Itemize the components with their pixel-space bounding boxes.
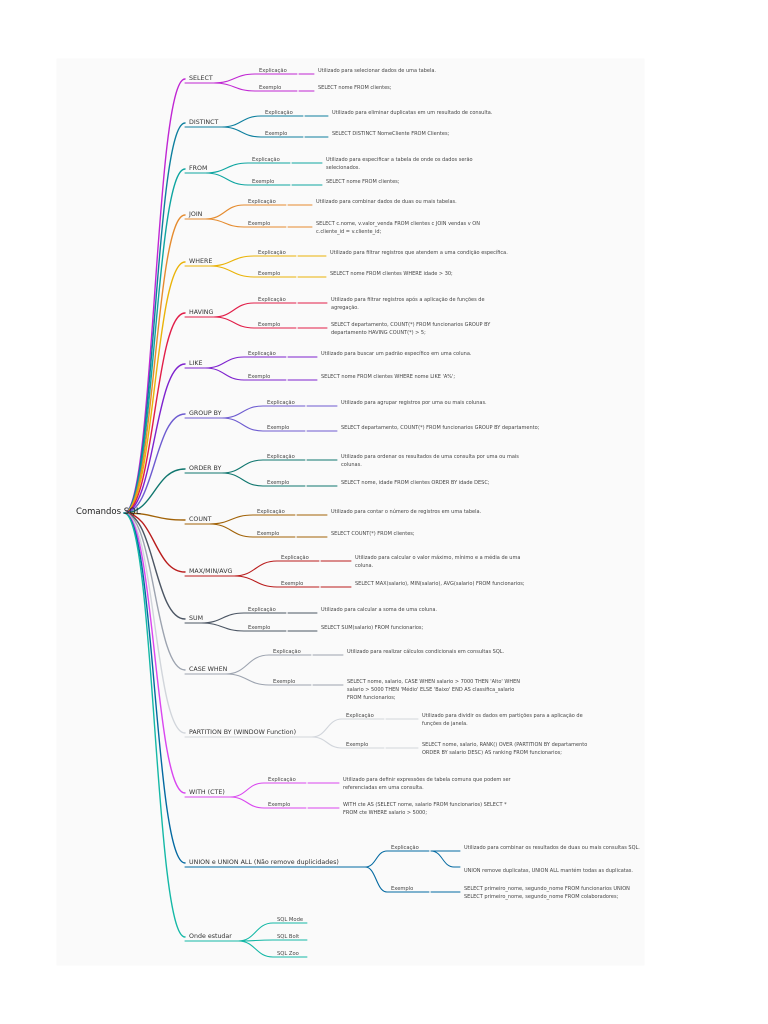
exemplo-label-partitionby: Exemplo (346, 742, 369, 748)
explicacao-label-sum: Explicação (248, 607, 276, 613)
branch-groupby: GROUP BY (189, 410, 222, 417)
explicacao-text-sum: Utilizado para calcular a soma de uma co… (321, 607, 438, 613)
branch-select: SELECT (189, 75, 213, 82)
explicacao-label-groupby: Explicação (267, 400, 295, 406)
exemplo-label-sum: Exemplo (248, 625, 271, 631)
study-resource-1: SQL Bolt (277, 934, 300, 940)
explicacao-label-union: Explicação (391, 845, 419, 851)
explicacao-text-having: Utilizado para filtrar registros após a … (331, 297, 485, 311)
explicacao-text-where: Utilizado para filtrar registros que ate… (330, 250, 508, 256)
exemplo-label-having: Exemplo (258, 322, 281, 328)
exemplo-label-distinct: Exemplo (265, 131, 288, 137)
explicacao-label-join: Explicação (248, 199, 276, 205)
exemplo-text-from: SELECT nome FROM clientes; (326, 179, 400, 185)
branch-withcte: WITH (CTE) (189, 789, 225, 796)
exemplo-text-groupby: SELECT departamento, COUNT(*) FROM funci… (341, 425, 540, 431)
explicacao-text-from: Utilizado para especificar a tabela de o… (326, 157, 473, 171)
exemplo-label-casewhen: Exemplo (273, 679, 296, 685)
exemplo-text-maxminavg: SELECT MAX(salario), MIN(salario), AVG(s… (355, 581, 525, 587)
explicacao-text-like: Utilizado para buscar um padrão específi… (321, 351, 472, 357)
explicacao-text-select: Utilizado para selecionar dados de uma t… (318, 68, 436, 74)
exemplo-text-orderby: SELECT nome, idade FROM clientes ORDER B… (341, 480, 490, 486)
study-resource-2: SQL Zoo (277, 951, 299, 957)
exemplo-text-where: SELECT nome FROM clientes WHERE idade > … (330, 271, 453, 277)
study-resource-0: SQL Mode (277, 917, 304, 923)
branch-estudar: Onde estudar (189, 933, 232, 940)
explicacao-text-maxminavg: Utilizado para calcular o valor máximo, … (355, 555, 521, 569)
branch-casewhen: CASE WHEN (189, 666, 228, 673)
branch-where: WHERE (189, 258, 213, 265)
root-node: Comandos SQL (76, 507, 141, 517)
branch-sum: SUM (189, 615, 204, 622)
explicacao-label-distinct: Explicação (265, 110, 293, 116)
exemplo-label-union: Exemplo (391, 886, 414, 892)
explicacao-label-orderby: Explicação (267, 454, 295, 460)
exemplo-text-select: SELECT nome FROM clientes; (318, 85, 392, 91)
branch-count: COUNT (189, 516, 212, 523)
branch-having: HAVING (189, 309, 214, 316)
exemplo-text-withcte: WITH cte AS (SELECT nome, salario FROM f… (343, 802, 507, 816)
exemplo-text-sum: SELECT SUM(salario) FROM funcionarios; (321, 625, 424, 631)
exemplo-label-count: Exemplo (257, 531, 280, 537)
explicacao-label-count: Explicação (257, 509, 285, 515)
explicacao-label-having: Explicação (258, 297, 286, 303)
exemplo-text-join: SELECT c.nome, v.valor_venda FROM client… (316, 221, 480, 235)
exemplo-text-count: SELECT COUNT(*) FROM clientes; (331, 531, 415, 537)
exemplo-label-maxminavg: Exemplo (281, 581, 304, 587)
branch-partitionby: PARTITION BY (WINDOW Function) (189, 729, 297, 736)
explicacao-label-partitionby: Explicação (346, 713, 374, 719)
exemplo-text-having: SELECT departamento, COUNT(*) FROM funci… (331, 322, 491, 336)
exemplo-label-withcte: Exemplo (268, 802, 291, 808)
branch-orderby: ORDER BY (189, 465, 222, 472)
explicacao-label-where: Explicação (258, 250, 286, 256)
explicacao-label-like: Explicação (248, 351, 276, 357)
explicacao-label-select: Explicação (259, 68, 287, 74)
explicacao-text-distinct: Utilizado para eliminar duplicatas em um… (332, 110, 493, 116)
branch-distinct: DISTINCT (189, 119, 219, 126)
explicacao-text-groupby: Utilizado para agrupar registros por uma… (341, 400, 487, 406)
explicacao-text-orderby: Utilizado para ordenar os resultados de … (341, 454, 519, 468)
explicacao-label-withcte: Explicação (268, 777, 296, 783)
explicacao-text-join: Utilizado para combinar dados de duas ou… (316, 199, 457, 205)
exemplo-label-groupby: Exemplo (267, 425, 290, 431)
branch-join: JOIN (189, 211, 203, 218)
exemplo-label-from: Exemplo (252, 179, 275, 185)
branch-from: FROM (189, 165, 208, 172)
explicacao-label-casewhen: Explicação (273, 649, 301, 655)
exemplo-label-where: Exemplo (258, 271, 281, 277)
exemplo-text-distinct: SELECT DISTINCT NomeCliente FROM Cliente… (332, 131, 450, 137)
explicacao-text-partitionby: Utilizado para dividir os dados em parti… (422, 713, 583, 727)
exemplo-text-casewhen: SELECT nome, salario, CASE WHEN salario … (347, 679, 520, 701)
branch-maxminavg: MAX/MIN/AVG (189, 568, 233, 575)
exemplo-text-union: SELECT primeiro_nome, segundo_nome FROM … (464, 886, 630, 900)
explicacao-text-withcte: Utilizado para definir expressões de tab… (343, 777, 511, 791)
exemplo-label-orderby: Exemplo (267, 480, 290, 486)
exemplo-label-select: Exemplo (259, 85, 282, 91)
exemplo-label-join: Exemplo (248, 221, 271, 227)
explicacao-text-casewhen: Utilizado para realizar cálculos condici… (347, 649, 505, 655)
explicacao-text-count: Utilizado para contar o número de regist… (331, 509, 482, 515)
exemplo-text-partitionby: SELECT nome, salario, RANK() OVER (PARTI… (422, 742, 588, 756)
branch-like: LIKE (189, 360, 203, 367)
exemplo-text-like: SELECT nome FROM clientes WHERE nome LIK… (321, 374, 456, 380)
explicacao-label-from: Explicação (252, 157, 280, 163)
explicacao-label-maxminavg: Explicação (281, 555, 309, 561)
explicacao-text2-union: UNION remove duplicatas, UNION ALL manté… (464, 868, 633, 874)
branch-union: UNION e UNION ALL (Não remove duplicidad… (189, 859, 339, 866)
exemplo-label-like: Exemplo (248, 374, 271, 380)
explicacao-text-union: Utilizado para combinar os resultados de… (464, 845, 640, 851)
